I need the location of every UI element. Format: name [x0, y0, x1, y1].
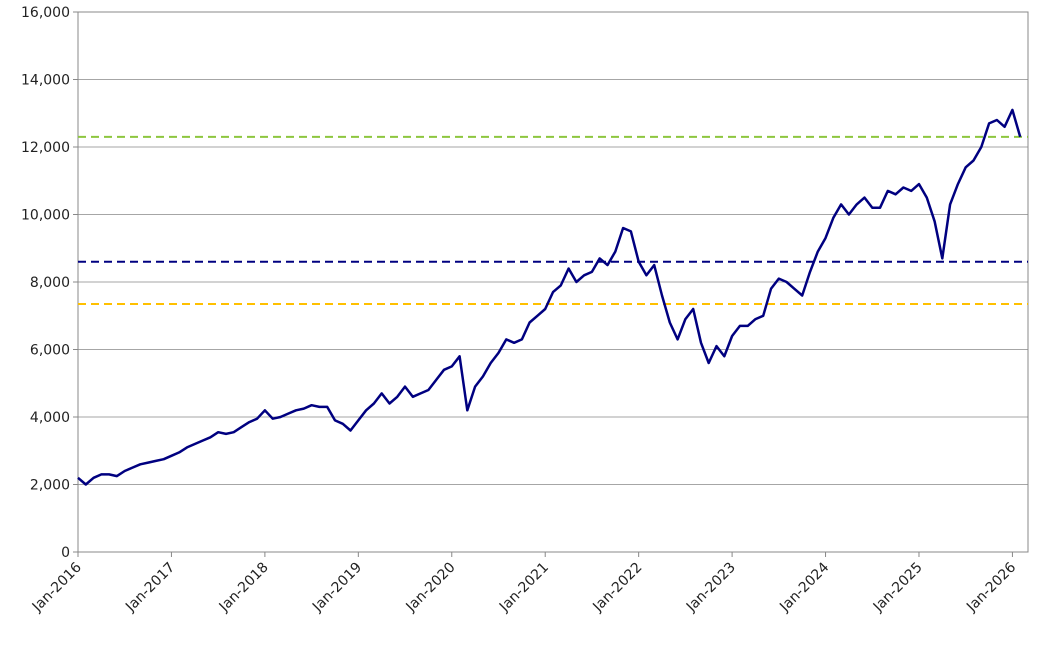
x-tick-label: Jan-2023	[683, 560, 739, 616]
series-line	[77, 108, 1022, 486]
x-tick-label: Jan-2021	[496, 560, 552, 616]
y-tick-label: 10,000	[21, 208, 70, 224]
y-tick-label: 4,000	[30, 410, 70, 426]
y-tick-label: 6,000	[30, 343, 70, 359]
y-tick-label: 14,000	[21, 73, 70, 89]
x-tick-label: Jan-2018	[216, 560, 272, 616]
x-tick-label: Jan-2019	[309, 560, 365, 616]
x-tick-label: Jan-2024	[776, 559, 832, 615]
y-tick-label: 16,000	[21, 5, 70, 21]
plot-border	[77, 11, 1029, 553]
y-tick-label: 12,000	[21, 140, 70, 156]
x-tick-label: Jan-2025	[870, 560, 926, 616]
x-tick-label: Jan-2022	[589, 560, 645, 616]
y-tick-label: 2,000	[30, 478, 70, 494]
y-tick-label: 8,000	[30, 275, 70, 291]
y-tick-label: 0	[61, 545, 70, 561]
x-tick-label: Jan-2026	[963, 559, 1019, 615]
x-tick-label: Jan-2016	[29, 559, 85, 615]
x-tick-label: Jan-2017	[122, 560, 178, 616]
x-tick-label: Jan-2020	[403, 560, 459, 616]
